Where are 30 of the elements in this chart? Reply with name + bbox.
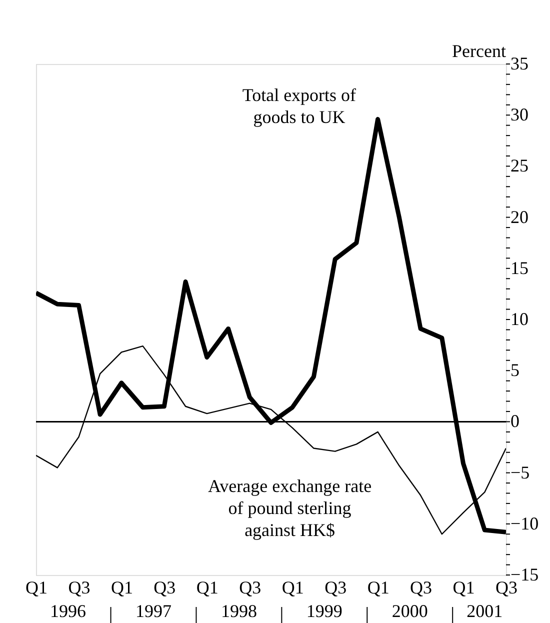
- y-tick-label: 5: [510, 360, 520, 380]
- x-tick-label: Q1: [452, 578, 475, 598]
- y-tick-label: 25: [510, 156, 528, 176]
- x-tick-label: Q1: [26, 578, 48, 598]
- y-tick-label: 15: [510, 258, 528, 278]
- y-tick-label: 35: [510, 54, 528, 74]
- y-tick-label: 20: [510, 206, 528, 227]
- x-tick-label: Q3: [154, 578, 176, 598]
- y-tick-label: 30: [510, 104, 528, 125]
- y-tick-label: −5: [510, 462, 530, 482]
- series-label: Average exchange rate of pound sterling against HK$: [208, 476, 372, 540]
- series-label: Total exports of goods to UK: [242, 84, 356, 127]
- x-tick-label: Q3: [324, 578, 347, 598]
- y-tick-label: 10: [510, 309, 528, 329]
- y-tick-label: −10: [510, 513, 539, 534]
- y-tick-label: 0: [510, 411, 520, 432]
- x-tick-label: Q1: [196, 578, 218, 598]
- x-tick-label: Q3: [68, 578, 90, 598]
- x-tick-label: Q1: [282, 578, 304, 598]
- text: 1997: [136, 601, 172, 621]
- y-axis-title: Percent: [452, 41, 506, 61]
- x-tick-label: Q3: [239, 578, 262, 598]
- x-tick-label: Q1: [367, 578, 390, 598]
- x-tick-label: Q3: [410, 578, 432, 598]
- text: 2000: [392, 601, 428, 621]
- text: 1996: [50, 601, 86, 621]
- text: 1998: [220, 601, 257, 621]
- text: 1999: [306, 601, 342, 621]
- text: 2001: [466, 601, 503, 621]
- x-tick-label: Q1: [110, 578, 133, 598]
